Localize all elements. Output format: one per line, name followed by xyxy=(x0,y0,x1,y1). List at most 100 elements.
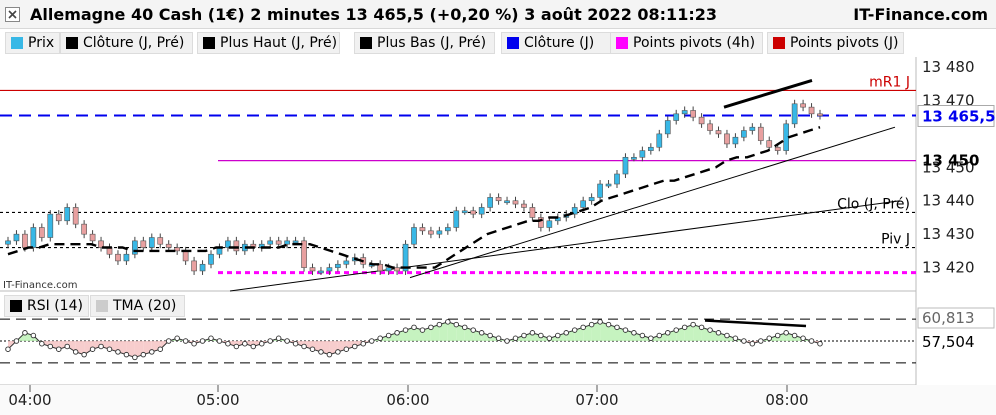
rsi-fill xyxy=(143,341,152,355)
legend-item[interactable]: Plus Haut (J, Pré) xyxy=(197,32,340,54)
rsi-fill xyxy=(557,332,567,341)
candle xyxy=(766,140,773,148)
legend-swatch xyxy=(10,300,22,312)
candle xyxy=(157,237,164,245)
candle xyxy=(38,227,45,238)
candle xyxy=(174,247,181,252)
rsi-fill xyxy=(109,341,118,352)
indicator-legend-item[interactable]: RSI (14) xyxy=(4,295,89,317)
x-tick-label: 07:00 xyxy=(575,391,618,409)
legend-swatch xyxy=(616,37,628,49)
rsi-fill xyxy=(380,335,389,341)
rsi-point xyxy=(614,324,620,331)
legend-item[interactable]: Points pivots (4h) xyxy=(610,32,763,54)
rsi-point xyxy=(140,351,147,358)
rsi-point xyxy=(588,321,595,328)
rsi-fill xyxy=(490,335,499,341)
rsi-point xyxy=(580,324,586,331)
candle xyxy=(588,197,595,202)
candle xyxy=(724,133,730,145)
rsi-point xyxy=(521,332,527,339)
rsi-fill xyxy=(278,338,288,341)
legend-item[interactable]: Prix xyxy=(5,32,60,54)
candle xyxy=(698,116,705,125)
title-bar: Allemagne 40 Cash (1€) 2 minutes 13 465,… xyxy=(0,0,996,29)
rsi-fill xyxy=(625,330,634,341)
rsi-fill xyxy=(75,341,85,355)
rsi-point xyxy=(817,340,823,347)
candle xyxy=(72,207,79,225)
candle xyxy=(495,197,502,202)
level-label: Clo (J, Pré) xyxy=(837,196,910,212)
rsi-fill xyxy=(743,341,753,344)
rsi-point xyxy=(622,327,629,333)
rsi-point xyxy=(715,330,722,336)
legend-item[interactable]: Clôture (J) xyxy=(501,32,619,54)
candle xyxy=(639,150,646,158)
y-tick-label: 13 450 xyxy=(922,158,975,176)
rsi-point xyxy=(529,330,536,336)
candle xyxy=(580,200,587,208)
rsi-fill xyxy=(304,341,313,350)
rsi-fill xyxy=(600,321,609,341)
candle xyxy=(470,210,477,215)
rsi-fill xyxy=(219,341,228,344)
rsi-point xyxy=(428,324,434,331)
rsi-point xyxy=(191,340,197,347)
candle xyxy=(309,267,316,272)
rsi-point xyxy=(199,338,206,344)
candle xyxy=(817,113,823,117)
rsi-fill xyxy=(388,332,398,341)
legend-item[interactable]: Plus Bas (J, Pré) xyxy=(354,32,495,54)
rsi-fill xyxy=(287,341,296,344)
rsi-fill xyxy=(329,341,338,355)
x-tick-label: 06:00 xyxy=(386,391,429,409)
site-name[interactable]: IT-Finance.com xyxy=(853,5,988,24)
indicator-legend-item[interactable]: TMA (20) xyxy=(90,295,185,317)
rsi-point xyxy=(766,335,773,342)
close-icon[interactable] xyxy=(5,7,20,22)
legend-swatch xyxy=(96,300,108,312)
rsi-point xyxy=(360,340,367,347)
rsi-point xyxy=(783,330,789,336)
rsi-fill xyxy=(608,324,617,341)
trend-line xyxy=(723,78,813,109)
rsi-point xyxy=(478,330,485,336)
rsi-point xyxy=(385,332,392,339)
rsi-fill xyxy=(397,330,406,341)
rsi-fill xyxy=(515,335,524,341)
rsi-point xyxy=(495,335,502,342)
indicator-legend: RSI (14) TMA (20) xyxy=(0,293,300,319)
candle xyxy=(428,230,434,235)
rsi-point xyxy=(56,346,62,352)
legend-label: Points pivots (4h) xyxy=(633,35,756,51)
rsi-point xyxy=(301,343,307,350)
rsi-fill xyxy=(803,338,812,341)
rsi-fill xyxy=(134,341,144,358)
legend-item[interactable]: Clôture (J, Pré) xyxy=(60,32,193,54)
rsi-point xyxy=(22,330,28,336)
rsi-point xyxy=(47,343,54,350)
rsi-fill xyxy=(760,338,770,341)
rsi-point xyxy=(741,338,747,344)
candle xyxy=(504,200,510,204)
rsi-fill xyxy=(346,341,355,350)
candle xyxy=(64,207,71,222)
candle xyxy=(241,243,248,252)
rsi-fill xyxy=(312,341,321,352)
candle xyxy=(191,260,197,272)
candle xyxy=(571,207,578,215)
candle xyxy=(614,173,620,185)
candle xyxy=(301,240,307,268)
candle xyxy=(554,217,561,222)
candle xyxy=(182,250,189,262)
price-legend: Prix Clôture (J, Pré) Plus Haut (J, Pré) Pl… xyxy=(0,30,916,56)
rsi-point xyxy=(208,335,214,342)
rsi-point xyxy=(149,349,155,355)
rsi-point xyxy=(335,349,341,355)
legend-item[interactable]: Points pivots (J) xyxy=(767,32,904,54)
candle xyxy=(5,240,11,245)
rsi-fill xyxy=(650,335,660,341)
chart-title: Allemagne 40 Cash (1€) 2 minutes 13 465,… xyxy=(30,5,717,24)
candle xyxy=(647,146,654,151)
